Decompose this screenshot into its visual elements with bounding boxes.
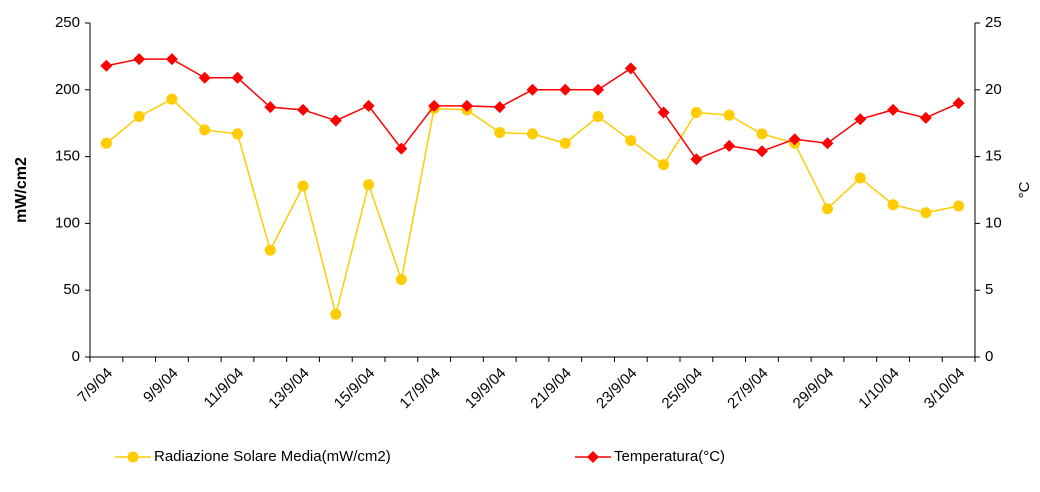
data-point (854, 113, 867, 126)
data-point (723, 109, 735, 121)
data-point (658, 159, 670, 171)
x-tick-label: 17/9/04 (396, 365, 443, 412)
legend-label: Radiazione Solare Media(mW/cm2) (154, 448, 391, 465)
data-point (329, 114, 342, 127)
x-tick-label: 1/10/04 (855, 365, 902, 412)
data-point (526, 83, 539, 96)
x-tick-label: 13/9/04 (265, 365, 312, 412)
data-point (165, 53, 178, 66)
data-point (919, 111, 932, 124)
x-tick-label: 9/9/04 (140, 365, 182, 407)
y-axis-title: mW/cm2 (13, 157, 30, 223)
data-point (297, 103, 310, 116)
data-point (460, 99, 473, 112)
y-tick-label: 250 (55, 14, 80, 31)
x-tick-label: 11/9/04 (201, 365, 248, 412)
data-point (232, 128, 243, 140)
data-point (133, 111, 145, 123)
data-point (231, 71, 244, 84)
data-point (624, 62, 637, 75)
data-point (166, 93, 178, 105)
y2-tick-label: 0 (985, 348, 993, 365)
data-point (264, 244, 276, 256)
x-tick-label: 23/9/04 (593, 365, 640, 412)
data-point (953, 200, 965, 212)
data-point (821, 137, 834, 150)
y-tick-label: 150 (55, 148, 80, 165)
x-tick-label: 15/9/04 (331, 365, 378, 412)
y2-axis-title: °C (1016, 181, 1033, 198)
data-point (723, 139, 736, 152)
y-tick-label: 0 (72, 348, 80, 365)
data-point (592, 83, 605, 96)
data-point (363, 179, 375, 191)
data-point (920, 207, 932, 219)
x-tick-label: 25/9/04 (659, 365, 706, 412)
legend-marker (127, 451, 139, 463)
data-point (494, 127, 506, 139)
y2-tick-label: 10 (985, 214, 1002, 231)
data-point (133, 53, 146, 66)
data-point (199, 124, 211, 136)
data-point (198, 71, 211, 84)
y2-tick-label: 20 (985, 81, 1002, 98)
legend-marker (587, 451, 599, 463)
data-point (952, 97, 965, 110)
data-point (887, 103, 900, 116)
data-point (493, 101, 506, 114)
data-point (756, 128, 768, 140)
x-tick-label: 19/9/04 (462, 365, 509, 412)
data-point (428, 99, 441, 112)
legend-label: Temperatura(°C) (614, 448, 725, 465)
y-tick-label: 200 (55, 81, 80, 98)
y2-tick-label: 15 (985, 148, 1002, 165)
data-point (854, 172, 866, 184)
data-point (395, 274, 407, 286)
data-point (822, 203, 833, 215)
x-tick-label: 21/9/04 (528, 365, 575, 412)
data-point (559, 137, 571, 149)
data-point (297, 180, 309, 192)
data-point (690, 107, 702, 119)
x-tick-label: 29/9/04 (790, 365, 837, 412)
data-point (559, 83, 572, 96)
y-tick-label: 50 (63, 281, 80, 298)
data-point (592, 111, 604, 123)
data-point (100, 59, 113, 72)
y-tick-label: 100 (55, 214, 80, 231)
data-point (788, 133, 801, 146)
data-point (887, 199, 899, 211)
x-tick-label: 3/10/04 (921, 365, 968, 412)
data-point (625, 135, 637, 147)
x-tick-label: 27/9/04 (724, 365, 771, 412)
data-point (527, 128, 538, 140)
data-point (690, 153, 703, 166)
y2-tick-label: 5 (985, 281, 993, 298)
data-point (362, 99, 375, 112)
data-point (330, 308, 342, 320)
x-tick-label: 7/9/04 (75, 365, 117, 407)
data-point (657, 106, 670, 119)
data-point (264, 101, 277, 114)
data-point (100, 137, 112, 149)
y2-tick-label: 25 (985, 14, 1002, 31)
data-point (395, 142, 408, 155)
data-point (755, 145, 768, 158)
